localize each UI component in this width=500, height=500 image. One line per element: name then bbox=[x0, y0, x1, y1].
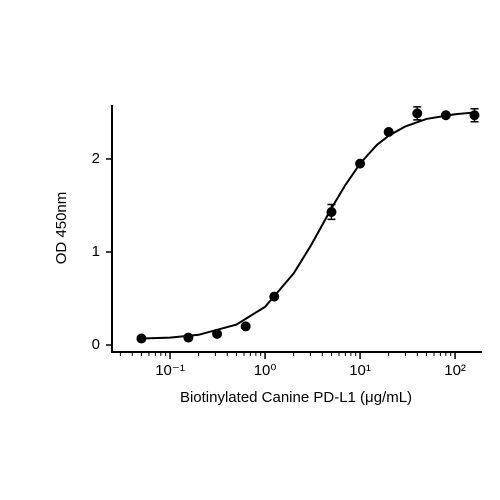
x-axis-label: Biotinylated Canine PD-L1 (μg/mL) bbox=[180, 389, 412, 406]
x-tick-label: 10¹ bbox=[349, 362, 371, 379]
data-point bbox=[183, 332, 194, 343]
x-tick-label: 10⁰ bbox=[254, 362, 277, 379]
fit-curve bbox=[141, 111, 475, 340]
y-tick-label: 1 bbox=[92, 243, 100, 260]
data-point bbox=[412, 108, 423, 119]
x-tick-label: 10² bbox=[444, 362, 466, 379]
data-point bbox=[240, 321, 251, 332]
data-point bbox=[326, 206, 337, 217]
data-point bbox=[469, 110, 480, 121]
y-axis-label: OD 450nm bbox=[53, 192, 70, 265]
data-point bbox=[212, 328, 223, 339]
y-tick-label: 2 bbox=[92, 150, 100, 167]
y-tick-label: 0 bbox=[92, 336, 100, 353]
x-tick-label: 10⁻¹ bbox=[155, 362, 185, 379]
data-point bbox=[440, 110, 451, 121]
data-point bbox=[269, 291, 280, 302]
data-point bbox=[136, 333, 147, 344]
data-point bbox=[383, 126, 394, 137]
data-point bbox=[355, 158, 366, 169]
